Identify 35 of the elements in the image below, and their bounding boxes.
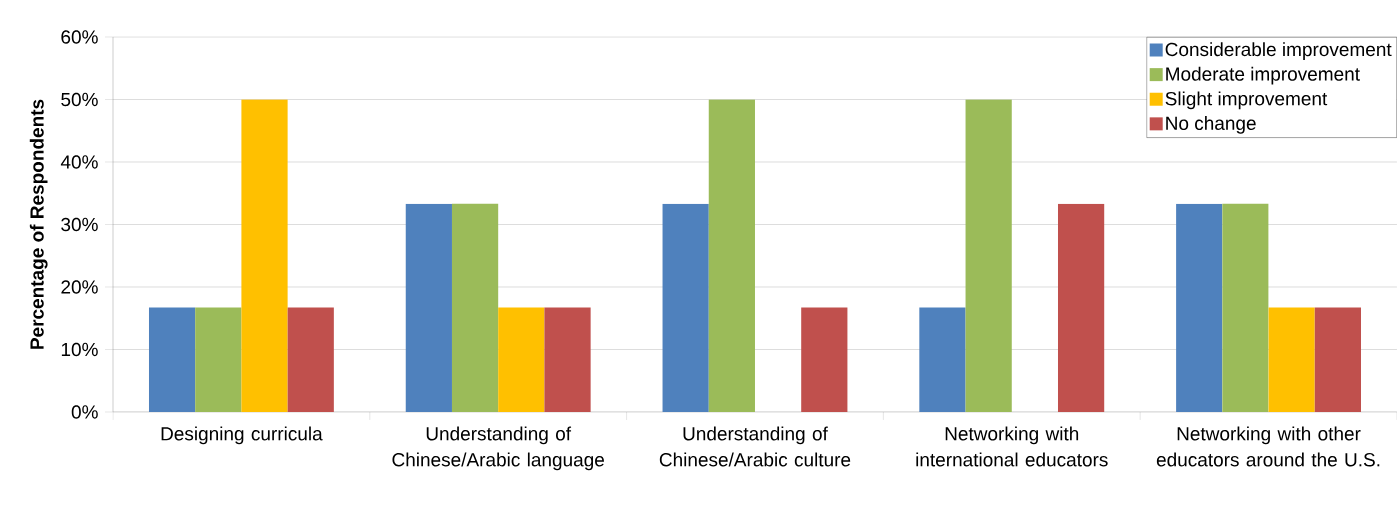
bar [919, 307, 966, 412]
bar [498, 307, 545, 412]
x-tick-label: Understanding of Chinese/Arabic language [392, 426, 604, 471]
bar [148, 307, 196, 412]
bar [801, 307, 848, 412]
bar [241, 99, 288, 412]
bar [451, 203, 499, 412]
y-tick-label: 30% [61, 217, 98, 232]
y-tick-label: 50% [61, 92, 98, 107]
y-tick-label: 0% [71, 405, 98, 419]
y-axis-title: Percentage of Respondents [29, 99, 48, 349]
x-tick-label: Designing curricula [161, 426, 323, 445]
bar [287, 307, 334, 412]
bar [195, 307, 242, 412]
legend-label: No change [1166, 116, 1256, 134]
bar [1314, 307, 1361, 412]
bar [1176, 203, 1223, 412]
y-tick-label: 40% [60, 155, 98, 169]
bar [708, 99, 755, 412]
bar [1057, 203, 1105, 412]
y-tick-label: 20% [61, 280, 98, 294]
bar [1222, 203, 1269, 412]
bar [965, 99, 1012, 412]
legend-label: Moderate improvement [1166, 66, 1360, 85]
legend-label: Considerable improvement [1165, 42, 1392, 60]
y-tick-label: 10% [61, 342, 98, 357]
bar [1268, 307, 1315, 412]
x-tick-label: Networking with other educators around the U.S. [1156, 426, 1380, 467]
x-tick-label: Networking with international educators [916, 426, 1108, 467]
bar [405, 203, 452, 412]
bar [662, 203, 709, 412]
x-tick-label: Understanding of Chinese/Arabic culture [659, 426, 851, 467]
bar [544, 307, 591, 412]
legend-label: Slight improvement [1165, 91, 1328, 110]
y-tick-label: 60% [61, 30, 98, 44]
